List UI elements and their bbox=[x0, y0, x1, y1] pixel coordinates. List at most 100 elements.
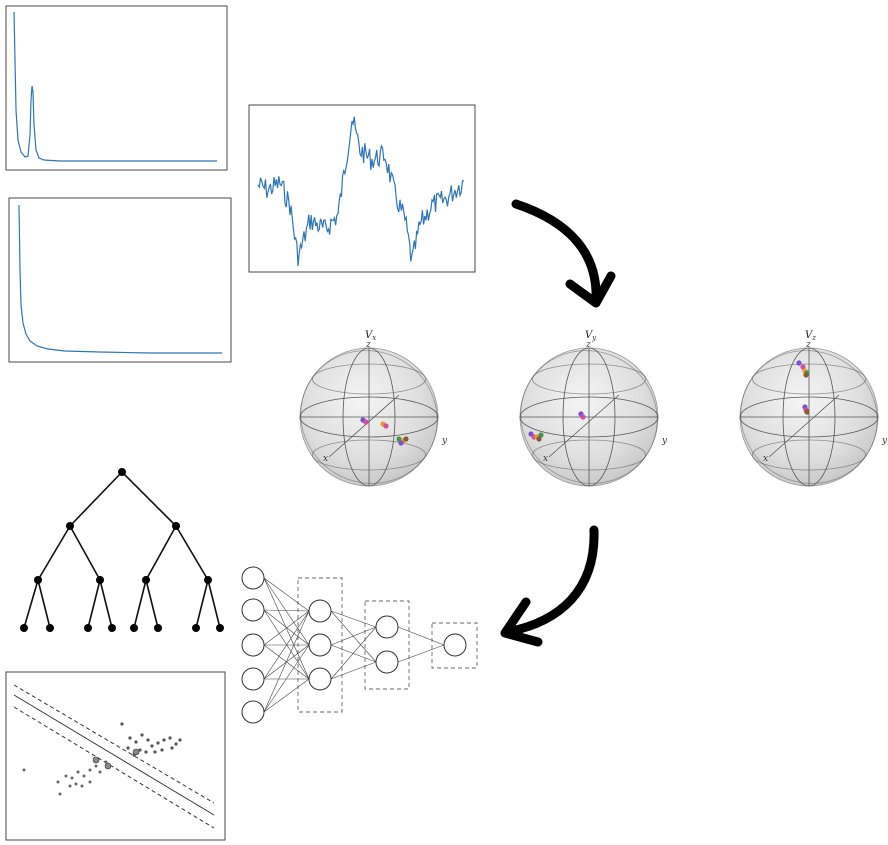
svm-point-class-b bbox=[58, 792, 62, 796]
spectrum-curve bbox=[13, 11, 217, 162]
svm-point-class-a bbox=[174, 742, 178, 746]
timeseries-plot-panel bbox=[248, 104, 476, 273]
sphere-title: Vy bbox=[585, 330, 597, 342]
tree-edge bbox=[37, 579, 51, 629]
nn-connection bbox=[263, 610, 310, 713]
tree-edge bbox=[195, 579, 209, 629]
z-axis-label: z bbox=[365, 340, 371, 350]
y-axis-label: y bbox=[441, 436, 448, 446]
nn-connection bbox=[397, 626, 445, 646]
tree-edge bbox=[69, 525, 101, 581]
svm-point-class-b bbox=[74, 782, 78, 786]
y-axis-label: y bbox=[661, 436, 668, 446]
tree-edge bbox=[145, 579, 159, 629]
tree-edge bbox=[121, 471, 177, 527]
tree-edge bbox=[133, 579, 147, 629]
svm-point-class-a bbox=[160, 748, 164, 752]
nn-node bbox=[308, 667, 332, 691]
support-vector bbox=[132, 748, 140, 756]
nn-connection bbox=[263, 610, 310, 680]
nn-connection bbox=[263, 577, 310, 680]
state-point bbox=[803, 372, 809, 378]
tree-edge bbox=[175, 525, 209, 581]
tree-node bbox=[66, 522, 74, 530]
svm-point-class-b bbox=[76, 770, 80, 774]
svm-point-class-b bbox=[64, 774, 68, 778]
tree-edge bbox=[69, 471, 123, 527]
tree-edge bbox=[87, 579, 101, 629]
svm-point-class-b bbox=[98, 770, 102, 774]
nn-connection bbox=[263, 644, 310, 713]
z-axis-label: z bbox=[805, 340, 811, 350]
nn-connection bbox=[263, 610, 310, 646]
nn-node bbox=[241, 633, 265, 657]
svm-margin-upper bbox=[13, 684, 215, 804]
svm-point-class-b bbox=[80, 784, 84, 788]
svm-margin-lower bbox=[13, 706, 215, 829]
nn-connection bbox=[330, 644, 377, 663]
nn-connection bbox=[263, 678, 310, 713]
nn-connection bbox=[330, 626, 377, 680]
tree-node bbox=[216, 624, 224, 632]
x-axis-label: x bbox=[763, 454, 768, 464]
svm-point-class-b bbox=[104, 760, 108, 764]
state-point bbox=[383, 423, 389, 429]
y-axis-label: y bbox=[881, 436, 888, 446]
svm-point-class-b bbox=[82, 774, 86, 778]
nn-node bbox=[241, 598, 265, 622]
tree-node bbox=[34, 576, 42, 584]
nn-node bbox=[375, 650, 399, 674]
svm-point-class-a bbox=[134, 740, 138, 744]
svm-point-class-b bbox=[70, 776, 74, 780]
state-point bbox=[796, 360, 802, 366]
x-axis-label: x bbox=[323, 454, 328, 464]
tree-node bbox=[118, 468, 126, 476]
bloch-sphere-z: Vzz y x bbox=[739, 330, 888, 487]
decay-plot-panel bbox=[8, 197, 232, 363]
tree-node bbox=[192, 624, 200, 632]
state-point bbox=[580, 414, 586, 420]
tree-node bbox=[204, 576, 212, 584]
tree-edge bbox=[37, 525, 71, 581]
sphere-title: Vx bbox=[365, 330, 376, 342]
nn-connection bbox=[397, 644, 445, 663]
output-layer-box bbox=[431, 622, 478, 669]
decay-curve bbox=[18, 204, 222, 354]
state-point bbox=[398, 440, 404, 446]
nn-node bbox=[308, 633, 332, 657]
svm-point-class-a bbox=[150, 744, 154, 748]
nn-connection bbox=[263, 609, 310, 646]
tree-node bbox=[46, 624, 54, 632]
svm-point-class-b bbox=[68, 784, 72, 788]
tree-node bbox=[20, 624, 28, 632]
nn-connection bbox=[330, 610, 377, 663]
tree-edge bbox=[145, 525, 177, 581]
bloch-sphere-x: Vxz y x bbox=[299, 330, 448, 487]
nn-connection bbox=[263, 577, 310, 612]
svm-decision-boundary bbox=[13, 694, 215, 816]
binary-tree-diagram bbox=[20, 468, 224, 632]
support-vector bbox=[92, 756, 100, 764]
svm-point-class-b bbox=[22, 768, 26, 772]
state-point bbox=[536, 436, 542, 442]
svm-point-class-a bbox=[146, 738, 150, 742]
neural-network-diagram bbox=[241, 566, 478, 724]
tree-edge bbox=[99, 579, 113, 629]
svm-point-class-a bbox=[168, 736, 172, 740]
svm-point-class-a bbox=[144, 750, 148, 754]
tree-edge bbox=[207, 579, 221, 629]
svm-point-class-a bbox=[170, 746, 174, 750]
svm-point-class-a bbox=[162, 738, 166, 742]
svm-point-class-a bbox=[138, 748, 142, 752]
tree-node bbox=[172, 522, 180, 530]
nn-connection bbox=[330, 661, 377, 680]
state-point bbox=[396, 436, 402, 442]
svm-point-class-a bbox=[120, 722, 124, 726]
tree-node bbox=[130, 624, 138, 632]
nn-connection bbox=[330, 610, 377, 628]
svm-point-class-a bbox=[156, 741, 160, 745]
svm-plot-panel bbox=[5, 671, 226, 841]
svm-point-class-a bbox=[153, 750, 157, 754]
nn-node bbox=[375, 615, 399, 639]
curved-arrow-left bbox=[500, 525, 599, 647]
